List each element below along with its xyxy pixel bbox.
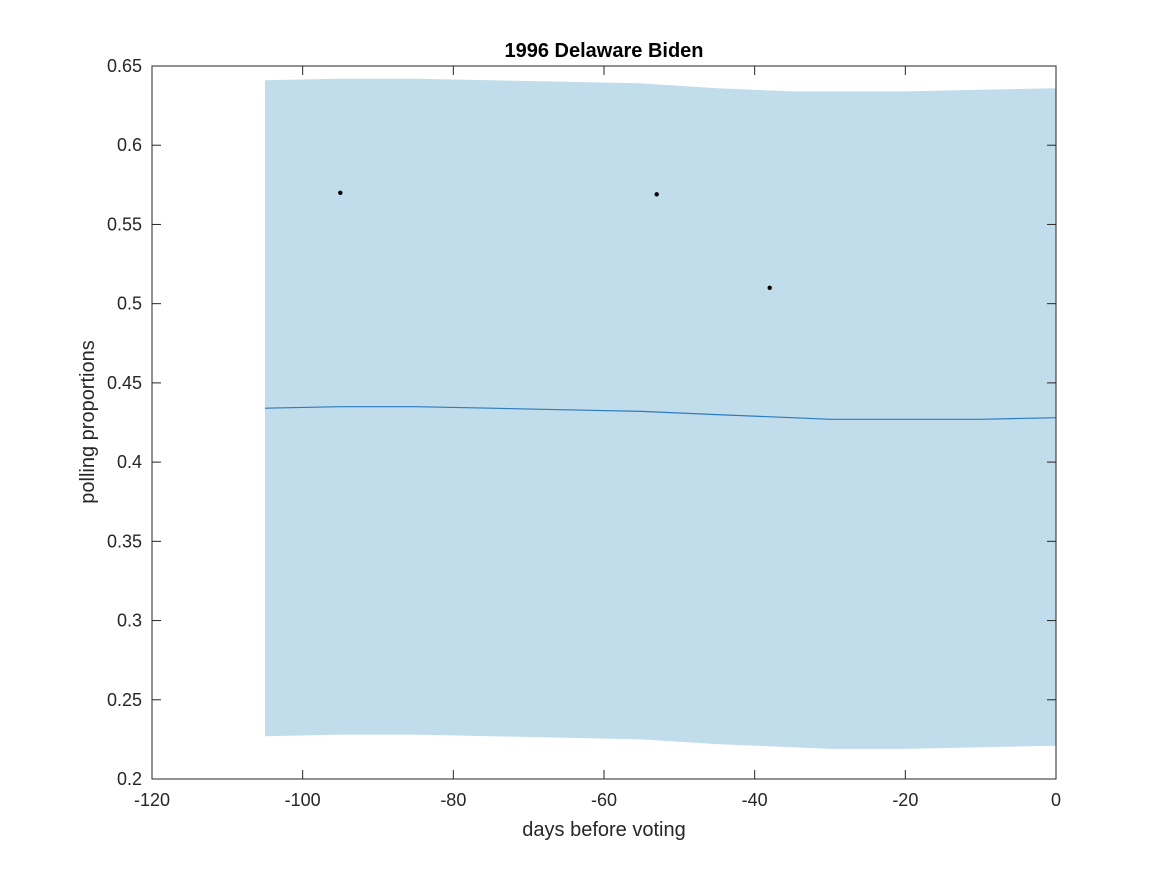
chart-title: 1996 Delaware Biden <box>505 40 704 62</box>
plot-area <box>264 78 1057 749</box>
x-tick-label: 0 <box>1051 790 1061 810</box>
y-tick-label: 0.6 <box>117 135 142 155</box>
y-tick-label: 0.25 <box>107 690 142 710</box>
y-axis-title: polling proportions <box>77 340 99 503</box>
x-axis-title: days before voting <box>522 819 685 841</box>
y-tick-label: 0.2 <box>117 769 142 789</box>
y-tick-label: 0.45 <box>107 373 142 393</box>
x-tick-label: -80 <box>440 790 466 810</box>
x-tick-label: -20 <box>892 790 918 810</box>
y-tick-label: 0.65 <box>107 56 142 76</box>
y-tick-label: 0.3 <box>117 611 142 631</box>
y-tick-label: 0.55 <box>107 214 142 234</box>
confidence-band <box>265 78 1056 749</box>
x-tick-label: -100 <box>285 790 321 810</box>
poll-point <box>654 192 659 197</box>
trend-line <box>264 406 1057 420</box>
poll-point <box>767 285 772 290</box>
poll-point <box>338 190 343 195</box>
y-tick-label: 0.4 <box>117 452 142 472</box>
y-tick-label: 0.5 <box>117 294 142 314</box>
y-tick-label: 0.35 <box>107 531 142 551</box>
x-tick-label: -40 <box>742 790 768 810</box>
x-tick-label: -120 <box>134 790 170 810</box>
axes: -120 -100 -80 -60 -40 -20 0 0.2 0.25 0.3 0.35 0.4 0.… <box>107 56 1061 810</box>
x-tick-label: -60 <box>591 790 617 810</box>
